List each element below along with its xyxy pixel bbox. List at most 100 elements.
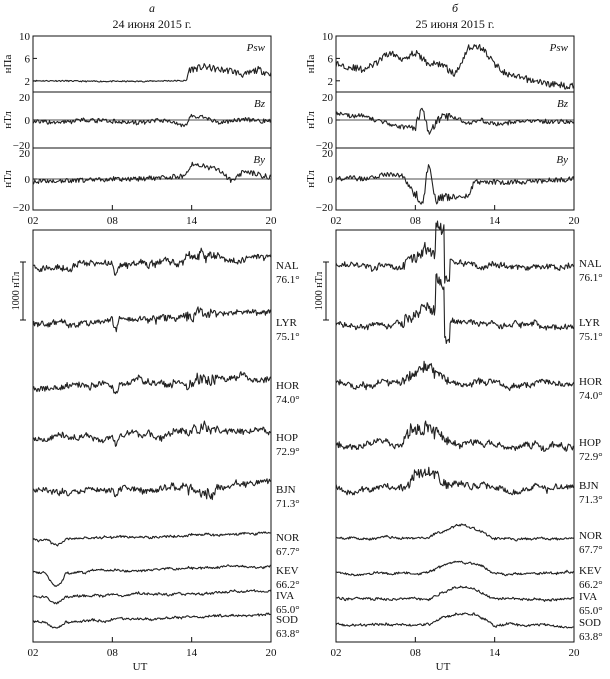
station-trace-lyr	[335, 273, 575, 345]
x-tick-label: 14	[489, 215, 501, 227]
station-trace-nal	[32, 247, 272, 276]
station-code-bjn: BJN	[579, 480, 599, 492]
y-tick-label: 0	[328, 115, 334, 127]
panel-a-letter: а	[149, 1, 155, 15]
station-trace-bjn	[335, 466, 575, 496]
station-trace-lyr	[32, 306, 272, 333]
station-code-hop: HOP	[579, 437, 601, 449]
imf-unit-label: нТл	[305, 170, 317, 188]
y-tick-label: 20	[19, 148, 31, 160]
imf-series-label-bz: Bz	[254, 98, 266, 110]
imf-panel-a: 10 6 2 нПа Psw 20 0 −20 нТл Bz 20 0 −20 нТл By 02 08 14 20	[2, 31, 277, 227]
imf-series-label-psw: Psw	[549, 42, 569, 54]
station-code-lyr: LYR	[276, 317, 298, 329]
station-lat-bjn: 71.3°	[276, 498, 300, 510]
y-tick-label: −20	[316, 140, 334, 152]
x-tick-label: 02	[331, 215, 342, 227]
station-code-kev: KEV	[579, 565, 602, 577]
y-tick-label: 6	[25, 53, 31, 65]
imf-series-label-by: By	[253, 154, 265, 166]
station-trace-iva	[335, 585, 575, 602]
station-trace-kev	[335, 560, 575, 577]
station-trace-hor	[335, 360, 575, 392]
x-tick-label: 02	[28, 215, 39, 227]
y-tick-label: 10	[322, 31, 334, 43]
station-lat-lyr: 75.1°	[579, 331, 603, 343]
station-lat-hop: 72.9°	[579, 451, 603, 463]
station-lat-sod: 63.8°	[579, 631, 603, 643]
station-code-iva: IVA	[579, 591, 597, 603]
station-code-bjn: BJN	[276, 484, 296, 496]
station-code-hor: HOR	[579, 376, 603, 388]
station-lat-iva: 65.0°	[579, 605, 603, 617]
station-lat-bjn: 71.3°	[579, 494, 603, 506]
panel-b-date: 25 июня 2015 г.	[416, 17, 495, 31]
imf-trace-by	[335, 164, 575, 205]
x-tick-label: 20	[569, 215, 581, 227]
station-trace-nor	[32, 531, 272, 547]
imf-panel-b: 10 6 2 нПа Psw 20 0 −20 нТл Bz 20 0 −20 нТл By 02 08 14 20	[305, 31, 580, 227]
x-tick-label: 20	[266, 215, 278, 227]
x-tick-label: 08	[410, 647, 422, 659]
x-tick-label: 14	[489, 647, 501, 659]
y-tick-label: 20	[322, 148, 334, 160]
station-code-lyr: LYR	[579, 317, 601, 329]
magnetogram-panel-a: 1000 нТл NAL 76.1° LYR 75.1° HOR 74.0° HOP 72.9°…	[11, 229, 300, 673]
imf-unit-label: нТл	[305, 111, 317, 129]
imf-trace-by	[32, 161, 272, 185]
station-lat-nor: 67.7°	[579, 544, 603, 556]
station-lat-hor: 74.0°	[579, 390, 603, 402]
y-tick-label: −20	[13, 140, 31, 152]
panel-a-date: 24 июня 2015 г.	[113, 17, 192, 31]
x-tick-label: 08	[107, 215, 119, 227]
x-tick-label: 14	[186, 647, 198, 659]
imf-unit-label: нТл	[2, 111, 14, 129]
magnetogram-frame	[32, 229, 272, 643]
station-code-hop: HOP	[276, 432, 298, 444]
station-code-nal: NAL	[276, 260, 299, 272]
imf-series-label-bz: Bz	[557, 98, 569, 110]
x-tick-label: 14	[186, 215, 198, 227]
imf-frame-psw	[32, 35, 272, 93]
magnetogram-frame	[335, 229, 575, 643]
station-lat-lyr: 75.1°	[276, 331, 300, 343]
y-tick-label: 2	[25, 76, 31, 88]
scale-bar-label: 1000 нТл	[11, 272, 22, 310]
x-axis-label: UT	[436, 661, 451, 673]
station-trace-kev	[32, 564, 272, 588]
imf-series-label-by: By	[556, 154, 568, 166]
station-trace-hor	[32, 371, 272, 395]
station-code-kev: KEV	[276, 565, 299, 577]
y-tick-label: −20	[316, 202, 334, 214]
imf-unit-label: нТл	[2, 170, 14, 188]
station-lat-hor: 74.0°	[276, 394, 300, 406]
station-lat-nor: 67.7°	[276, 546, 300, 558]
x-tick-label: 02	[28, 647, 39, 659]
imf-unit-label: нПа	[2, 55, 14, 74]
y-tick-label: 10	[19, 31, 31, 43]
y-tick-label: 6	[328, 53, 334, 65]
station-code-iva: IVA	[276, 590, 294, 602]
y-tick-label: 0	[328, 174, 334, 186]
station-trace-iva	[32, 589, 272, 605]
station-trace-sod	[335, 612, 575, 629]
x-tick-label: 08	[410, 215, 422, 227]
station-trace-nal	[335, 220, 575, 284]
imf-trace-bz	[32, 113, 272, 128]
station-lat-iva: 65.0°	[276, 604, 300, 616]
station-trace-hop	[32, 420, 272, 447]
station-code-sod: SOD	[276, 614, 298, 626]
x-tick-label: 20	[266, 647, 278, 659]
x-tick-label: 02	[331, 647, 342, 659]
y-tick-label: 0	[25, 115, 31, 127]
station-lat-nal: 76.1°	[579, 272, 603, 284]
station-code-sod: SOD	[579, 617, 601, 629]
imf-series-label-psw: Psw	[246, 42, 266, 54]
station-trace-bjn	[32, 478, 272, 501]
imf-trace-psw	[32, 63, 272, 83]
y-tick-label: 20	[19, 92, 31, 104]
station-trace-sod	[32, 612, 272, 629]
station-lat-sod: 63.8°	[276, 628, 300, 640]
scale-bar-label: 1000 нТл	[314, 272, 325, 310]
